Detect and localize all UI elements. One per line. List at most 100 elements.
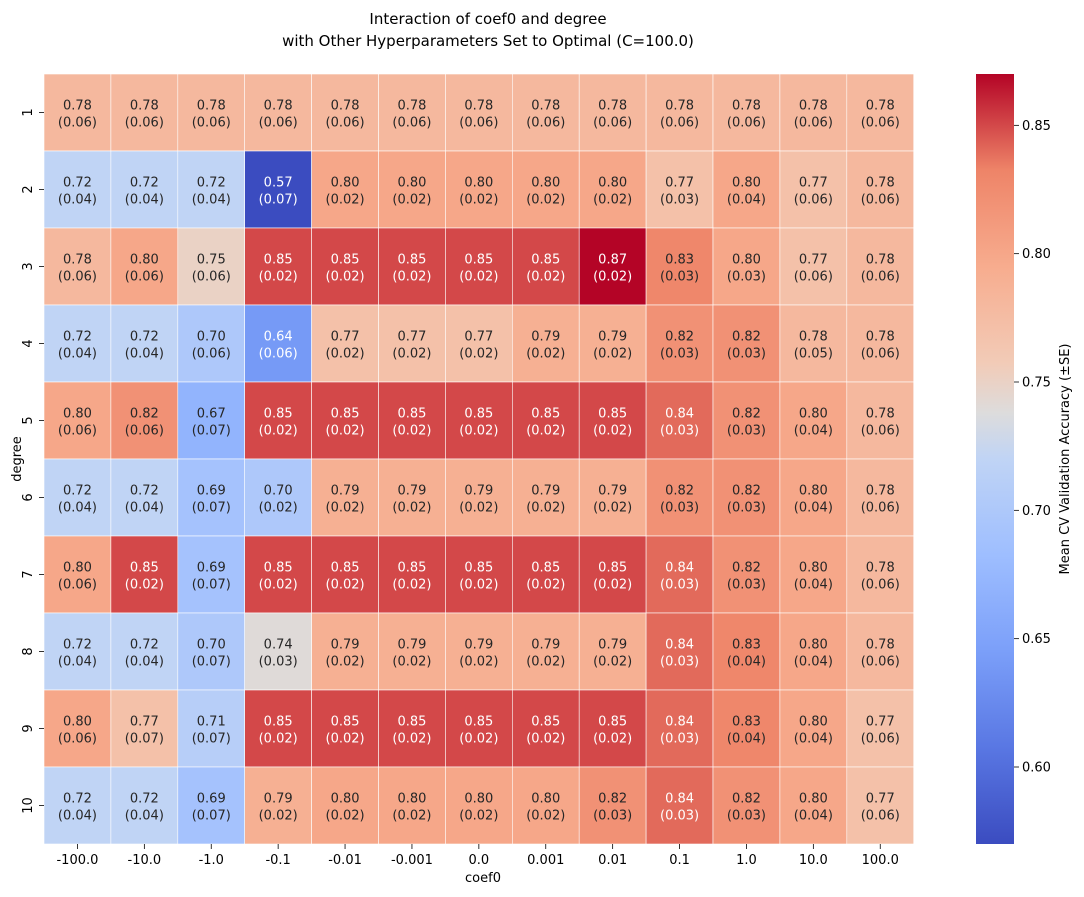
cell-value-label: 0.85: [531, 253, 560, 268]
cell-error-label: (0.06): [861, 116, 900, 131]
heatmap-cell: [645, 150, 714, 229]
cell-value-label: 0.72: [130, 484, 159, 499]
cell-error-label: (0.03): [660, 347, 699, 362]
heatmap-cell: [244, 535, 312, 614]
heatmap-cell: [43, 535, 112, 614]
cell-value-label: 0.80: [63, 561, 92, 576]
cell-value-label: 0.79: [397, 638, 426, 653]
cell-value-label: 0.72: [197, 176, 226, 191]
cell-value-label: 0.87: [598, 253, 627, 268]
cell-error-label: (0.03): [727, 501, 766, 516]
x-tick-label: -10.0: [128, 853, 162, 868]
cell-value-label: 0.82: [732, 330, 761, 345]
cell-error-label: (0.02): [326, 501, 365, 516]
cell-value-label: 0.85: [531, 561, 560, 576]
y-tick-label: 2: [21, 185, 36, 193]
heatmap-cell: [110, 73, 179, 152]
x-axis-ticks: -100.0 -10.0 -1.0 -0.1 -0.01 -0.001 0.0 0.001 0.…: [56, 844, 899, 868]
cell-value-label: 0.80: [598, 176, 627, 191]
heatmap-cell: [846, 612, 914, 691]
cell-value-label: 0.72: [63, 638, 92, 653]
heatmap-cell: [645, 766, 714, 845]
heatmap-cell: [378, 535, 446, 614]
cell-error-label: (0.06): [727, 116, 766, 131]
cell-value-label: 0.82: [732, 407, 761, 422]
heatmap-cell: [311, 150, 379, 229]
heatmap-cell: [578, 381, 647, 460]
cell-error-label: (0.06): [861, 809, 900, 824]
cell-value-label: 0.80: [799, 792, 828, 807]
cell-error-label: (0.03): [727, 809, 766, 824]
cell-error-label: (0.06): [58, 270, 97, 285]
cell-value-label: 0.78: [130, 99, 159, 114]
cell-value-label: 0.79: [598, 638, 627, 653]
cell-error-label: (0.02): [526, 270, 565, 285]
cell-value-label: 0.69: [197, 792, 226, 807]
heatmap-cell: [645, 458, 714, 537]
cell-error-label: (0.06): [593, 116, 632, 131]
cell-error-label: (0.04): [125, 347, 164, 362]
x-tick-label: 0.01: [598, 853, 627, 868]
cell-error-label: (0.02): [392, 193, 431, 208]
cell-value-label: 0.78: [464, 99, 493, 114]
heatmap-cell: [177, 381, 246, 460]
cell-value-label: 0.82: [732, 792, 761, 807]
cell-value-label: 0.74: [264, 638, 293, 653]
x-tick-label: 100.0: [862, 853, 899, 868]
cell-error-label: (0.02): [392, 809, 431, 824]
cell-value-label: 0.80: [531, 792, 560, 807]
y-tick-label: 8: [21, 647, 36, 655]
y-tick-label: 7: [21, 570, 36, 578]
cell-error-label: (0.06): [861, 193, 900, 208]
cell-error-label: (0.03): [727, 270, 766, 285]
y-tick-label: 1: [21, 108, 36, 116]
cell-value-label: 0.79: [598, 484, 627, 499]
heatmap-cell: [712, 227, 781, 306]
heatmap-cell: [110, 150, 179, 229]
heatmap-cell: [177, 535, 246, 614]
y-tick-label: 5: [21, 416, 36, 424]
cell-value-label: 0.80: [464, 176, 493, 191]
cell-error-label: (0.02): [326, 732, 365, 747]
cell-error-label: (0.06): [192, 116, 231, 131]
heatmap-cell: [779, 766, 848, 845]
cell-error-label: (0.06): [459, 116, 498, 131]
cell-error-label: (0.02): [459, 424, 498, 439]
cell-error-label: (0.04): [794, 501, 833, 516]
cell-value-label: 0.80: [799, 407, 828, 422]
heatmap-cell: [779, 689, 848, 768]
heatmap-cell: [645, 304, 714, 383]
heatmap-cell: [378, 612, 446, 691]
cell-value-label: 0.85: [264, 561, 293, 576]
cell-error-label: (0.04): [125, 193, 164, 208]
heatmap-cell: [244, 304, 312, 383]
x-tick-label: 10.0: [799, 853, 828, 868]
heatmap-cell: [712, 458, 781, 537]
heatmap-cells: [43, 73, 914, 845]
heatmap-cell: [177, 150, 246, 229]
heatmap-cell: [445, 150, 513, 229]
cell-error-label: (0.02): [526, 424, 565, 439]
cell-error-label: (0.02): [459, 193, 498, 208]
x-tick-label: -1.0: [199, 853, 224, 868]
cell-error-label: (0.04): [125, 655, 164, 670]
cell-error-label: (0.06): [125, 424, 164, 439]
cell-error-label: (0.04): [727, 655, 766, 670]
cell-error-label: (0.02): [392, 578, 431, 593]
cell-error-label: (0.02): [593, 193, 632, 208]
x-tick-label: -0.1: [265, 853, 290, 868]
cell-value-label: 0.79: [397, 484, 426, 499]
heatmap-cell: [712, 535, 781, 614]
cell-error-label: (0.06): [58, 732, 97, 747]
cell-error-label: (0.02): [326, 347, 365, 362]
x-tick-label: -0.01: [328, 853, 362, 868]
x-tick-label: 0.001: [527, 853, 564, 868]
cell-value-label: 0.77: [397, 330, 426, 345]
cell-value-label: 0.85: [397, 407, 426, 422]
cell-error-label: (0.02): [459, 578, 498, 593]
heatmap-cell: [712, 304, 781, 383]
heatmap-cell: [378, 458, 446, 537]
cell-value-label: 0.83: [665, 253, 694, 268]
cell-value-label: 0.85: [464, 561, 493, 576]
cell-error-label: (0.02): [259, 732, 298, 747]
